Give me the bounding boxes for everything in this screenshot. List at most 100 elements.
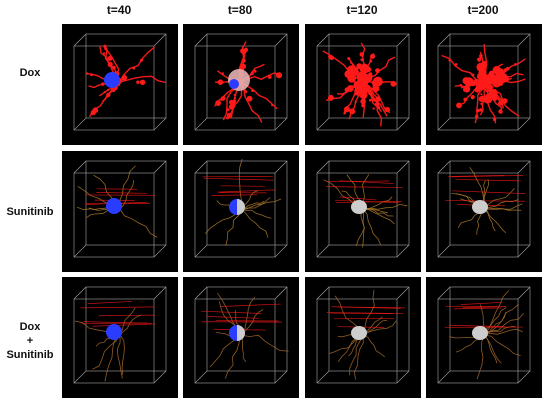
vessel-cluster [107, 55, 113, 61]
vessel-cluster [233, 93, 237, 97]
vessel-branch [119, 307, 136, 336]
vessel-cluster [140, 80, 144, 84]
panel-row1-t40 [62, 24, 178, 145]
vessel-branch [362, 320, 397, 336]
bounding-cube [73, 286, 167, 384]
vessel-cluster [253, 69, 257, 73]
vessel-cluster [463, 97, 468, 102]
vessel-cluster [347, 57, 351, 61]
vessel-segment [331, 306, 401, 309]
bounding-cube [437, 33, 531, 131]
vessel-cluster [229, 99, 235, 105]
vessel-cluster [267, 75, 272, 79]
tumor [344, 63, 383, 99]
vessel-network [74, 301, 157, 382]
rendering-view [437, 286, 531, 384]
vessel-cluster [349, 108, 356, 115]
vessel-cluster [221, 72, 224, 75]
vessel-branch [362, 203, 408, 210]
vessel-cluster [480, 102, 483, 106]
vessel-cluster [475, 114, 479, 118]
vessel-cluster [343, 111, 347, 115]
vessel-cluster [90, 110, 96, 116]
vessel-cluster [479, 108, 483, 112]
vessel-branch [119, 334, 125, 375]
vessel-cluster [456, 102, 462, 109]
vessel-cluster [454, 63, 458, 66]
vessel-branch [240, 197, 271, 210]
vessel-cluster [226, 108, 230, 112]
vessel-cluster [241, 58, 246, 63]
rendering-view [73, 286, 167, 384]
vessel-segment [449, 324, 505, 327]
vessel-network [326, 289, 405, 380]
vessel-cluster [369, 98, 372, 102]
vessel-cluster [106, 92, 111, 98]
vessel-branch [225, 208, 242, 246]
vessel-cluster [217, 79, 224, 85]
vessel-branch [483, 334, 521, 356]
vessel-cluster [360, 58, 364, 62]
vessel-cluster [215, 100, 221, 106]
vessel-branch [476, 334, 485, 380]
vessel-branch [483, 208, 496, 232]
vessel-segment [334, 199, 399, 204]
bounding-cube [194, 33, 288, 131]
vessel-cluster [107, 61, 113, 67]
panel-row2-t40 [62, 151, 178, 272]
vessel-cluster [514, 63, 517, 66]
vessel-cluster [86, 72, 89, 75]
panel-row2-t200 [426, 151, 542, 272]
vessel-cluster [271, 103, 274, 107]
vessel-cluster [132, 66, 136, 70]
vessel-cluster [480, 93, 483, 96]
vessel-segment [217, 189, 275, 193]
panel-row3-t200 [426, 277, 542, 398]
vessel-cluster [328, 54, 333, 59]
vessel-network [445, 167, 526, 235]
vessel-branch [224, 334, 242, 379]
vessel-segment [211, 194, 258, 196]
vessel-segment [462, 306, 507, 309]
vessel-cluster [246, 95, 253, 102]
vessel-branch [119, 208, 158, 238]
vessel-cluster [327, 94, 334, 101]
vessel-branch [119, 314, 142, 336]
panel-row3-t80 [183, 277, 299, 398]
vessel-cluster [377, 106, 381, 109]
vessel-segment [203, 177, 274, 181]
vessel-cluster [375, 68, 380, 73]
vessel-cluster [493, 117, 497, 122]
bounding-cube [73, 160, 167, 258]
vessel-network [201, 293, 289, 379]
bounding-cube [316, 286, 410, 384]
vessel-branch [240, 198, 282, 210]
bounding-cube [73, 33, 167, 131]
vessel-segment [96, 192, 147, 194]
tumor [228, 69, 250, 91]
vessel-cluster [354, 100, 357, 104]
vessel-segment [454, 307, 502, 310]
vessel-segment [326, 180, 390, 182]
bounding-cube [194, 286, 288, 384]
vessel-segment [336, 201, 402, 203]
rendering-view [73, 33, 167, 131]
row-label-dox-sunitinib: Dox + Sunitinib [6, 321, 54, 361]
tumor [351, 200, 367, 214]
vessel-branch [240, 208, 269, 238]
vessel-cluster [502, 98, 508, 104]
vessel-branch [483, 313, 524, 336]
rendering-view [437, 33, 531, 131]
bounding-cube [194, 160, 288, 258]
column-label-t200: t=200 [467, 3, 499, 17]
vessel-cluster [276, 72, 282, 79]
panel-row2-t120 [305, 151, 421, 272]
vessel-branch [362, 334, 386, 358]
panel-row3-t120 [305, 277, 421, 398]
vessel-segment [455, 179, 521, 182]
vessel-network [323, 174, 408, 248]
vessel-cluster [471, 73, 475, 77]
tumor [472, 326, 488, 340]
vessel-cluster [503, 68, 508, 72]
